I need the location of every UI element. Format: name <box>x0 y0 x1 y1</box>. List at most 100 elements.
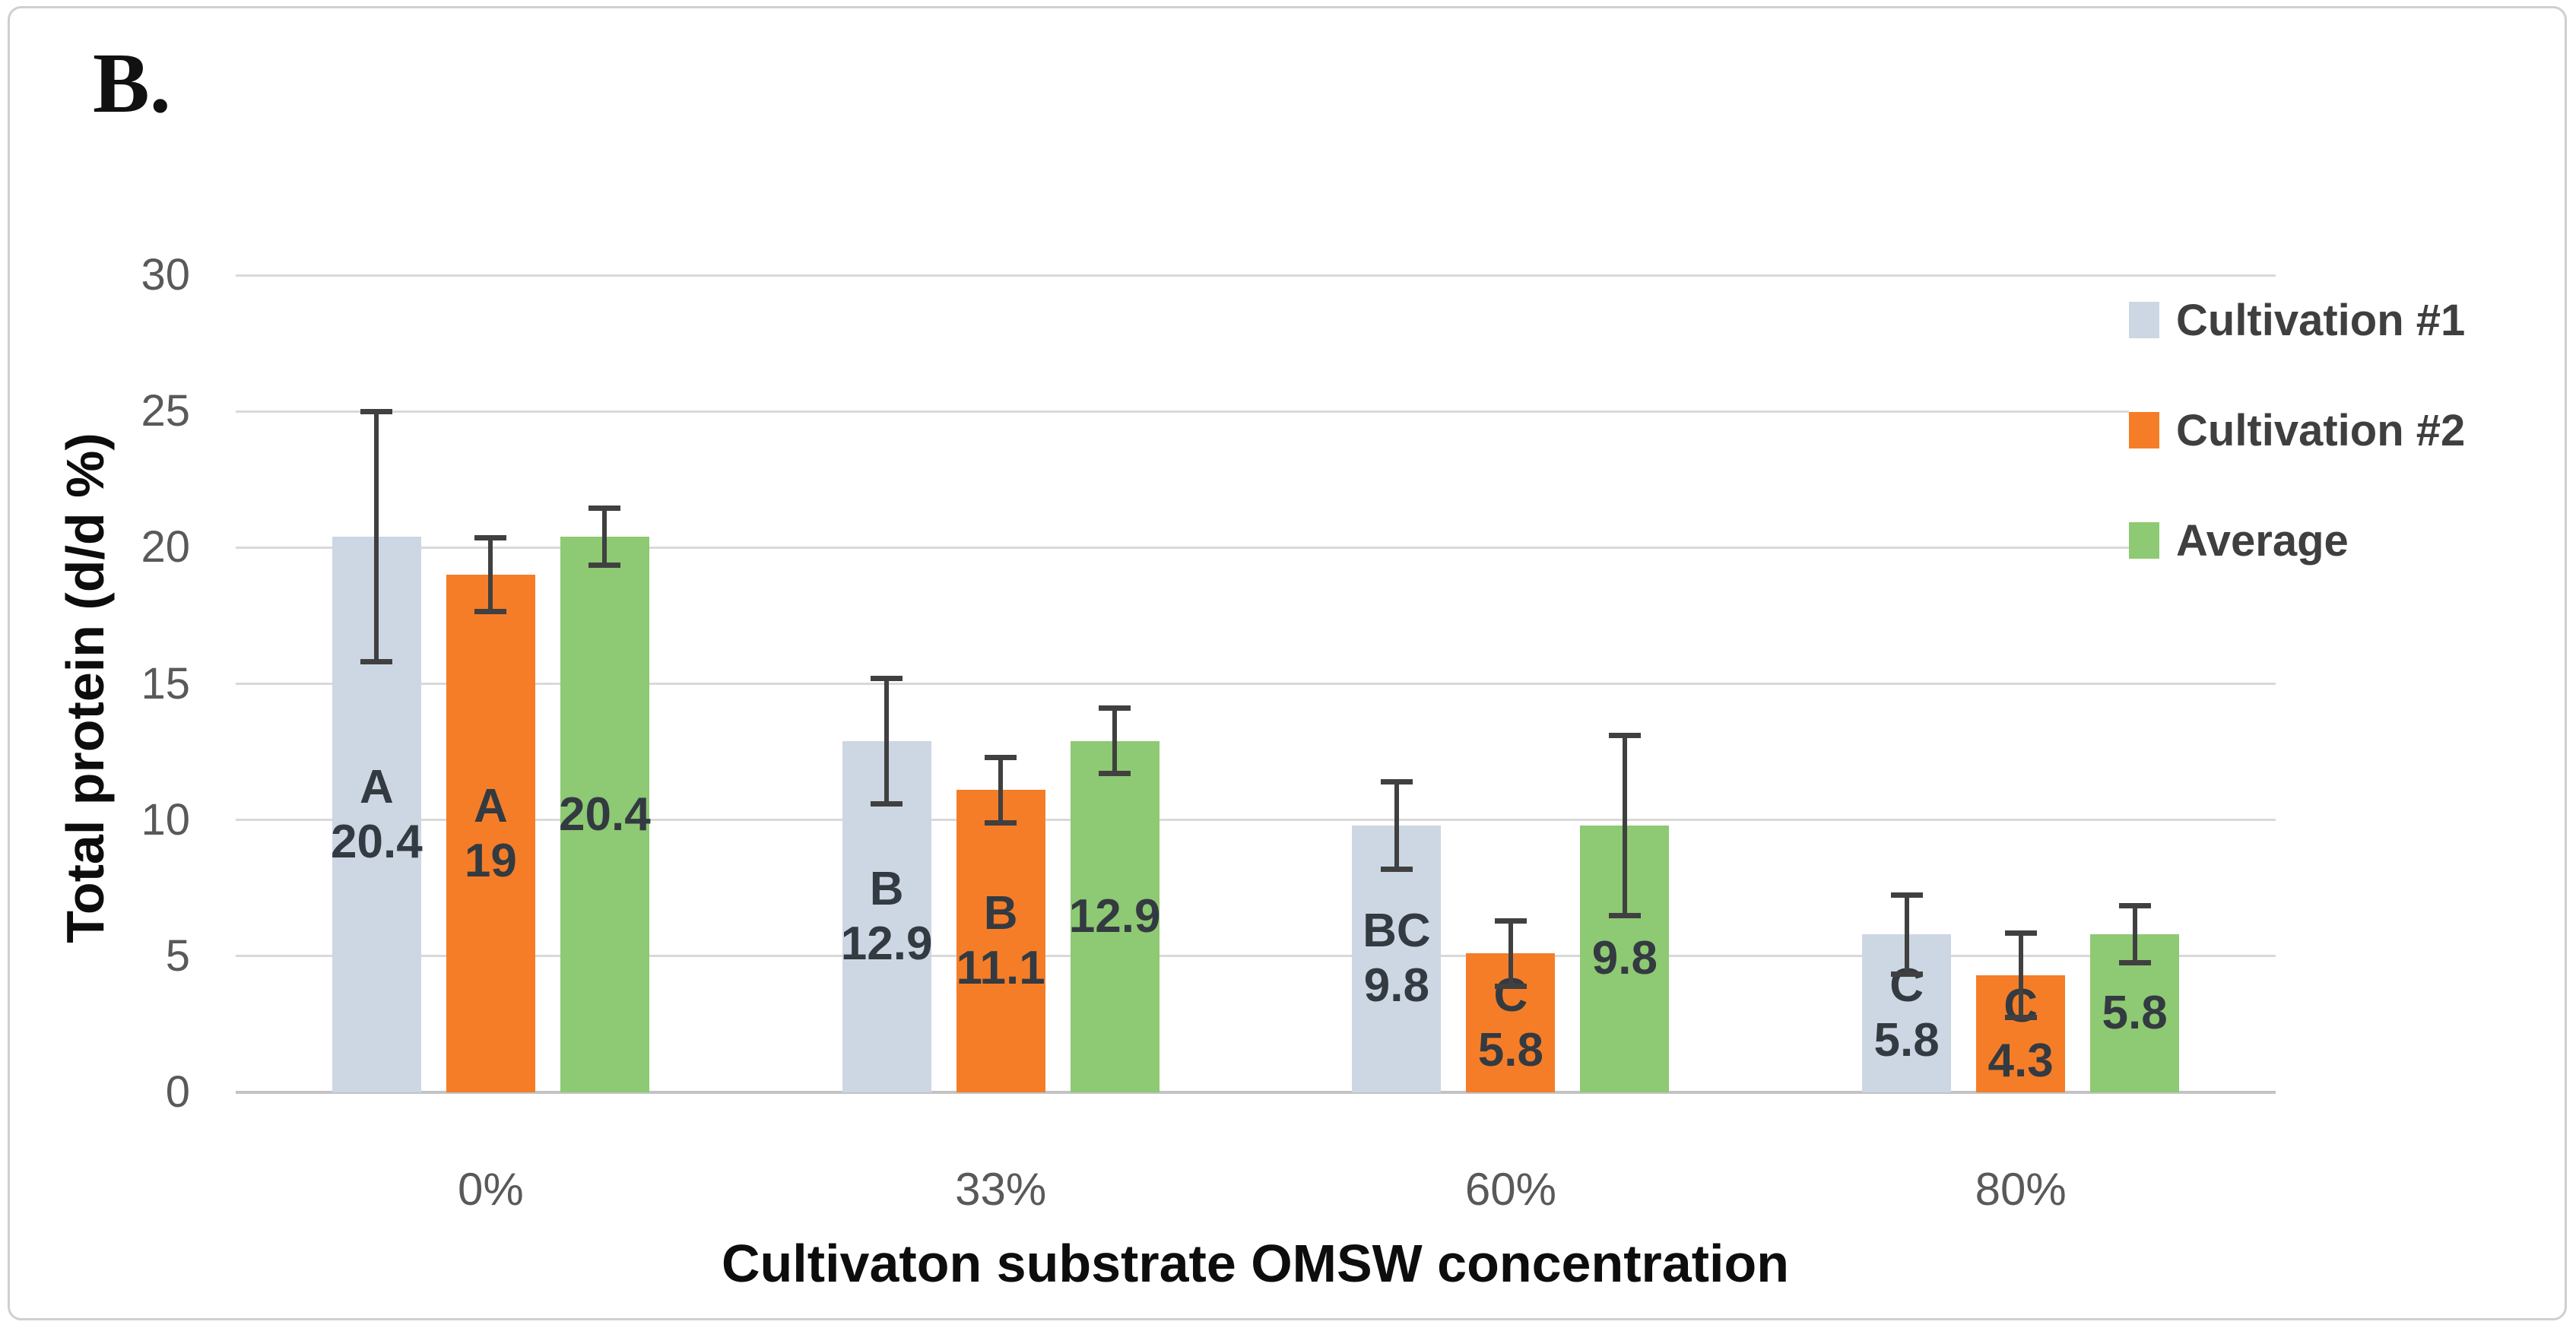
error-bar-line <box>2132 905 2137 963</box>
bar <box>560 537 649 1092</box>
y-tick-label: 30 <box>141 250 190 300</box>
bar-data-label: C 5.8 <box>1808 959 2006 1068</box>
bar <box>446 575 535 1092</box>
bar-value-label: 5.8 <box>1477 1023 1543 1076</box>
bar-data-label: B 12.9 <box>788 862 985 971</box>
error-bar-cap <box>1608 733 1641 739</box>
bar-data-label: 12.9 <box>1016 889 1213 944</box>
bar-value-label: 9.8 <box>1363 959 1429 1013</box>
legend-item: Average <box>2129 513 2359 568</box>
error-bar-cap <box>1099 705 1131 712</box>
error-bar-cap <box>474 535 507 541</box>
error-bar-line <box>1904 895 1909 975</box>
gridline <box>236 410 2276 413</box>
error-bar-cap <box>1099 771 1131 777</box>
error-bar-cap <box>871 800 903 807</box>
bar-value-label: 20.4 <box>559 788 651 841</box>
gridline <box>236 274 2276 277</box>
legend-swatch <box>2129 412 2159 448</box>
legend-item: Cultivation #2 <box>2129 403 2476 458</box>
y-tick-label: 15 <box>141 658 190 708</box>
error-bar-cap <box>1380 779 1413 785</box>
significance-letter: B <box>983 887 1018 940</box>
y-axis-title: Total protein (d/d %) <box>56 433 115 943</box>
significance-letter: B <box>869 862 904 915</box>
bar-value-label: 19 <box>464 834 517 887</box>
error-bar-cap <box>1494 918 1527 924</box>
gridline <box>236 683 2276 686</box>
error-bar-line <box>998 757 1004 823</box>
error-bar-cap <box>360 408 393 414</box>
x-category-label: 0% <box>458 1164 524 1215</box>
legend-swatch <box>2129 302 2159 338</box>
legend-item: Cultivation #1 <box>2129 293 2476 347</box>
bar-value-label: 5.8 <box>1873 1014 1940 1067</box>
bar-data-label: 9.8 <box>1526 931 1724 986</box>
error-bar-cap <box>588 563 621 569</box>
chart-border <box>8 6 2567 1320</box>
error-bar-cap <box>588 505 621 511</box>
error-bar-line <box>1394 781 1399 870</box>
error-bar-cap <box>2004 930 2037 936</box>
x-axis-line <box>236 1091 2276 1094</box>
error-bar-cap <box>2004 1014 2037 1020</box>
error-bar-cap <box>871 675 903 681</box>
legend-swatch <box>2129 522 2159 559</box>
error-bar-cap <box>1608 912 1641 918</box>
bar-data-label: 5.8 <box>2036 986 2234 1041</box>
y-tick-label: 5 <box>165 930 190 981</box>
x-category-label: 60% <box>1464 1164 1556 1215</box>
y-tick-label: 20 <box>141 522 190 572</box>
legend-label: Cultivation #2 <box>2176 405 2466 455</box>
significance-letter: A <box>359 760 394 813</box>
error-bar-cap <box>474 609 507 615</box>
bar <box>956 790 1045 1092</box>
error-bar-line <box>1508 921 1513 987</box>
error-bar-cap <box>2118 903 2151 909</box>
significance-letter: BC <box>1363 905 1431 958</box>
error-bar-cap <box>1890 971 1923 977</box>
error-bar-line <box>2018 933 2023 1018</box>
significance-letter: A <box>473 779 508 832</box>
bar-data-label: 20.4 <box>506 788 703 842</box>
y-tick-label: 0 <box>165 1067 190 1117</box>
error-bar-line <box>884 678 890 804</box>
x-axis-title: Cultivaton substrate OMSW concentration <box>722 1234 1789 1293</box>
error-bar-cap <box>985 819 1017 826</box>
bar-data-label: A 20.4 <box>278 760 475 870</box>
bar-value-label: 20.4 <box>331 815 423 868</box>
legend-label: Average <box>2176 515 2349 566</box>
bar-value-label: 5.8 <box>2102 987 2168 1040</box>
error-bar-line <box>488 537 493 612</box>
error-bar-line <box>1112 708 1118 774</box>
x-category-label: 80% <box>1975 1164 2067 1215</box>
gridline <box>236 955 2276 958</box>
bar-value-label: 12.9 <box>1068 889 1161 943</box>
bar <box>1070 740 1160 1092</box>
y-tick-label: 25 <box>141 386 190 436</box>
error-bar-cap <box>1380 866 1413 872</box>
y-tick-label: 10 <box>141 794 190 845</box>
error-bar-cap <box>360 659 393 665</box>
bar-data-label: B 11.1 <box>902 886 1099 996</box>
error-bar-cap <box>985 754 1017 760</box>
error-bar-cap <box>1890 892 1923 898</box>
gridline <box>236 546 2276 549</box>
x-category-label: 33% <box>955 1164 1047 1215</box>
bar-value-label: 12.9 <box>840 917 933 970</box>
error-bar-line <box>1622 735 1627 916</box>
gridline <box>236 819 2276 822</box>
bar-data-label: BC 9.8 <box>1298 904 1496 1013</box>
bar-value-label: 11.1 <box>956 942 1045 995</box>
bar-value-label: 9.8 <box>1591 932 1658 985</box>
bar-value-label: 4.3 <box>1988 1034 2054 1087</box>
legend-label: Cultivation #1 <box>2176 295 2466 345</box>
bar-data-label: C 5.8 <box>1412 968 1610 1078</box>
panel-label: B. <box>93 36 171 131</box>
error-bar-line <box>374 411 379 662</box>
bar-data-label: A 19 <box>392 779 589 889</box>
error-bar-cap <box>1494 983 1527 989</box>
error-bar-cap <box>2118 960 2151 966</box>
error-bar-line <box>602 508 608 566</box>
